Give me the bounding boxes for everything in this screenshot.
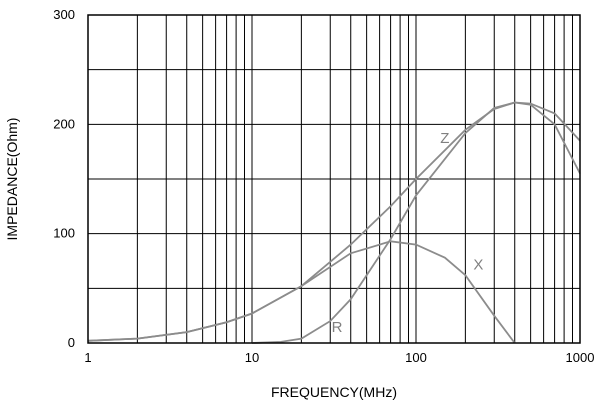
x-axis-title: FREQUENCY(MHz) (271, 384, 397, 400)
x-tick-label: 100 (405, 350, 427, 365)
series-label-z: Z (440, 130, 449, 147)
series-label-r: R (332, 319, 343, 336)
tick-labels: 1 10 100 1000 0 100 200 300 (53, 7, 594, 365)
y-tick-label: 0 (68, 335, 75, 350)
x-tick-label: 1 (84, 350, 91, 365)
series-line-z (87, 101, 581, 342)
x-tick-label: 10 (245, 350, 259, 365)
series-labels: Z X R (332, 130, 484, 336)
y-axis-title: IMPEDANCE(Ohm) (4, 118, 20, 241)
series-line-x (87, 240, 516, 344)
grid (88, 15, 580, 343)
y-tick-label: 200 (53, 116, 75, 131)
plot-frame (87, 14, 581, 344)
x-tick-label: 1000 (566, 350, 595, 365)
series-line-r (251, 101, 581, 344)
y-tick-label: 300 (53, 7, 75, 22)
curves (87, 101, 581, 344)
series-label-x: X (473, 257, 483, 274)
y-tick-label: 100 (53, 226, 75, 241)
